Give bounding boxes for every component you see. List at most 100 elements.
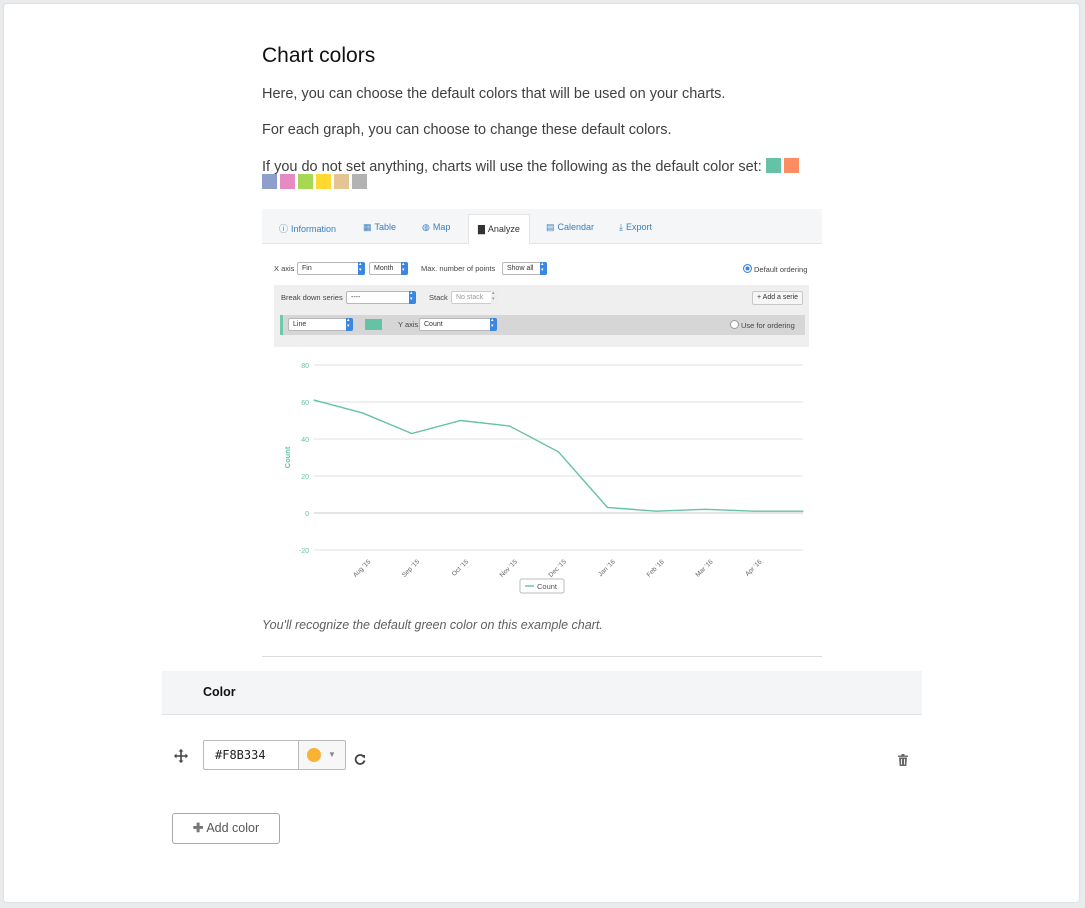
download-icon: ⤓ bbox=[619, 222, 623, 232]
bar-chart-icon: ▇ bbox=[478, 224, 485, 234]
default-color-swatch bbox=[262, 174, 277, 189]
breakdown-label: Break down series bbox=[281, 293, 343, 302]
data-point bbox=[606, 506, 608, 509]
tab-table[interactable]: ▦ Table bbox=[363, 222, 396, 233]
radio-icon bbox=[743, 264, 752, 273]
default-color-swatch bbox=[298, 174, 313, 189]
default-color-swatch bbox=[316, 174, 331, 189]
tab-label: Analyze bbox=[487, 224, 520, 234]
tab-map[interactable]: ◍ Map bbox=[422, 222, 450, 233]
x-tick-label: Dec '15 bbox=[548, 558, 569, 579]
y-tick-label: 60 bbox=[301, 400, 309, 407]
x-tick-label: Nov '15 bbox=[499, 558, 520, 579]
data-point bbox=[655, 510, 657, 512]
move-handle-icon[interactable] bbox=[174, 749, 188, 763]
tab-label: Map bbox=[432, 222, 451, 232]
x-axis-grouping-select[interactable]: Month bbox=[369, 261, 408, 275]
color-hex-input[interactable]: #F8B334 bbox=[203, 740, 299, 770]
default-color-swatches-start bbox=[765, 158, 802, 175]
tab-analyze[interactable]: ▇ Analyze bbox=[468, 214, 530, 245]
default-set-text: If you do not set anything, charts will … bbox=[262, 159, 762, 175]
color-table-header: Color bbox=[162, 671, 922, 715]
x-axis-field-select[interactable]: Fin bbox=[297, 261, 365, 275]
y-tick-label: -20 bbox=[299, 548, 309, 555]
y-axis-label: Y axis bbox=[398, 320, 419, 329]
example-caption: You'll recognize the default green color… bbox=[262, 618, 603, 632]
data-point bbox=[460, 419, 462, 422]
default-color-swatches bbox=[262, 174, 370, 190]
data-point bbox=[313, 399, 315, 401]
tab-label: Information bbox=[291, 224, 337, 234]
default-color-swatch bbox=[334, 174, 349, 189]
radio-icon bbox=[730, 320, 739, 329]
breakdown-select[interactable]: ---- bbox=[346, 290, 416, 304]
y-tick-label: 0 bbox=[305, 511, 309, 518]
example-tab-bar: ⓘ Information ▦ Table ◍ Map ▇ Analyze ▤ Calendar ⤓… bbox=[262, 209, 822, 245]
default-color-swatch bbox=[280, 174, 295, 189]
divider bbox=[262, 656, 822, 657]
max-points-label: Max. number of points bbox=[421, 264, 496, 273]
series-line-count bbox=[313, 399, 803, 512]
add-serie-button[interactable]: + Add a serie bbox=[752, 291, 804, 305]
serie-color-swatch[interactable] bbox=[365, 319, 382, 330]
example-chart-screenshot: ⓘ Information ▦ Table ◍ Map ▇ Analyze ▤ Calendar ⤓… bbox=[262, 209, 822, 601]
tab-label: Calendar bbox=[557, 222, 595, 232]
per-graph-paragraph: For each graph, you can choose to change… bbox=[262, 122, 672, 138]
y-tick-label: 40 bbox=[301, 437, 309, 444]
trash-icon[interactable] bbox=[898, 754, 908, 766]
x-axis-label: X axis bbox=[274, 264, 295, 273]
color-picker-button[interactable]: ▼ bbox=[298, 740, 346, 770]
y-axis-title: Count bbox=[283, 446, 292, 468]
chart-legend[interactable]: Count bbox=[519, 578, 565, 594]
default-color-swatch bbox=[765, 158, 781, 173]
legend-box bbox=[519, 578, 565, 594]
x-tick-label: Jan '16 bbox=[597, 558, 617, 578]
data-point bbox=[802, 510, 804, 512]
tab-calendar[interactable]: ▤ Calendar bbox=[546, 222, 594, 233]
table-icon: ▦ bbox=[363, 222, 372, 232]
calendar-icon: ▤ bbox=[546, 222, 555, 232]
series-panel: Break down series ---- Stack No stack + … bbox=[274, 285, 809, 347]
data-point bbox=[704, 508, 706, 510]
default-color-swatch bbox=[352, 174, 367, 189]
max-points-select[interactable]: Show all bbox=[502, 261, 547, 275]
x-tick-label: Sep '15 bbox=[401, 558, 422, 579]
tab-label: Table bbox=[374, 222, 397, 232]
info-icon: ⓘ bbox=[279, 224, 289, 234]
x-tick-label: Feb '16 bbox=[646, 558, 666, 578]
legend-label: Count bbox=[537, 582, 558, 591]
settings-page: Chart colors Here, you can choose the de… bbox=[4, 4, 1079, 902]
intro-paragraph: Here, you can choose the default colors … bbox=[262, 86, 726, 102]
example-line-chart: -20 0 20 40 60 80 Count Aug '15 Sep '15 Oct '15 No… bbox=[283, 363, 804, 594]
globe-icon: ◍ bbox=[422, 222, 430, 232]
data-point bbox=[362, 412, 364, 414]
y-axis-select[interactable]: Count bbox=[419, 317, 497, 331]
color-column-header: Color bbox=[203, 685, 236, 699]
default-ordering-option[interactable]: Default ordering bbox=[743, 264, 807, 274]
data-point bbox=[557, 451, 560, 453]
plus-icon: ✚ bbox=[192, 821, 204, 835]
color-row: #F8B334 ▼ bbox=[162, 739, 922, 775]
add-color-label: Add color bbox=[206, 821, 260, 835]
default-color-swatch bbox=[783, 158, 799, 173]
data-point bbox=[411, 432, 413, 435]
stack-label: Stack bbox=[429, 293, 448, 302]
reset-icon[interactable] bbox=[354, 754, 366, 766]
y-tick-label: 20 bbox=[301, 474, 309, 481]
add-color-button[interactable]: ✚ Add color bbox=[172, 813, 280, 844]
use-for-ordering-option[interactable]: Use for ordering bbox=[730, 320, 795, 330]
tab-export[interactable]: ⤓ Export bbox=[619, 222, 652, 233]
data-point bbox=[753, 510, 755, 512]
tab-label: Export bbox=[625, 222, 652, 232]
chevron-down-icon: ▼ bbox=[328, 750, 336, 759]
default-set-paragraph: If you do not set anything, charts will … bbox=[262, 158, 802, 175]
y-tick-label: 80 bbox=[301, 363, 309, 370]
tab-information[interactable]: ⓘ Information bbox=[279, 222, 336, 235]
stack-select[interactable]: No stack bbox=[451, 290, 498, 304]
x-tick-label: Mar '16 bbox=[694, 558, 714, 578]
color-preview-dot bbox=[307, 748, 321, 762]
section-title: Chart colors bbox=[262, 44, 376, 67]
serie-type-select[interactable]: Line bbox=[288, 317, 353, 331]
x-tick-label: Apr '16 bbox=[744, 558, 764, 578]
x-tick-label: Oct '15 bbox=[451, 558, 471, 578]
